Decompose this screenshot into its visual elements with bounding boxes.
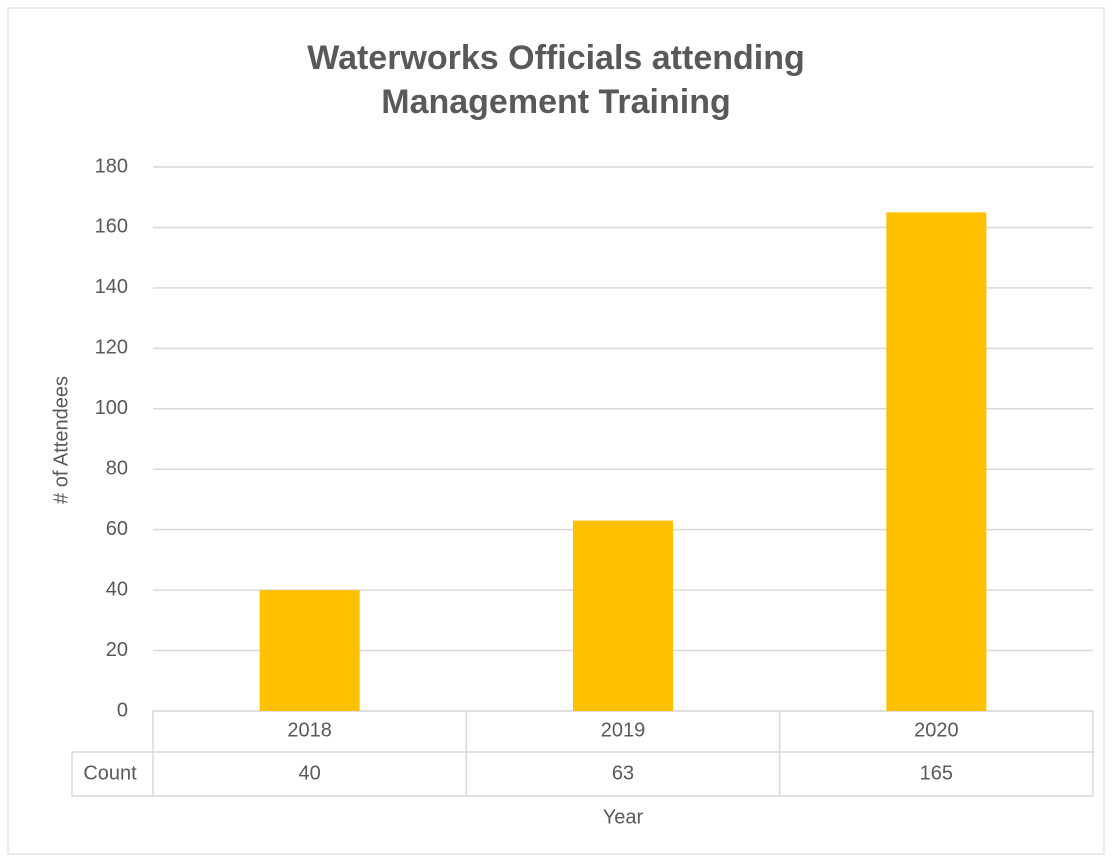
table-value: 63 — [612, 762, 634, 784]
y-tick-label: 40 — [106, 578, 128, 600]
x-tick-label: 2018 — [287, 719, 332, 741]
y-axis-label: # of Attendees — [50, 376, 72, 504]
y-tick-label: 160 — [95, 216, 128, 238]
bar — [886, 212, 987, 712]
x-axis-label: Year — [603, 806, 644, 828]
table-value: 165 — [920, 762, 953, 784]
y-tick-label: 140 — [95, 276, 128, 298]
y-tick-label: 120 — [95, 337, 128, 359]
x-tick-label: 2020 — [914, 719, 959, 741]
chart-title: Waterworks Officials attending Managemen… — [307, 39, 805, 121]
table-value: 40 — [299, 762, 321, 784]
y-tick-label: 60 — [106, 518, 128, 540]
y-tick-label: 80 — [106, 458, 128, 480]
y-tick-label: 20 — [106, 639, 128, 661]
y-tick-label: 180 — [95, 155, 128, 177]
y-tick-label: 100 — [95, 397, 128, 419]
y-tick-label: 0 — [117, 699, 128, 721]
bar — [573, 520, 673, 711]
bar — [259, 590, 360, 711]
table-row-label: Count — [83, 762, 137, 784]
chart-border — [7, 7, 1105, 855]
x-tick-label: 2019 — [601, 719, 646, 741]
